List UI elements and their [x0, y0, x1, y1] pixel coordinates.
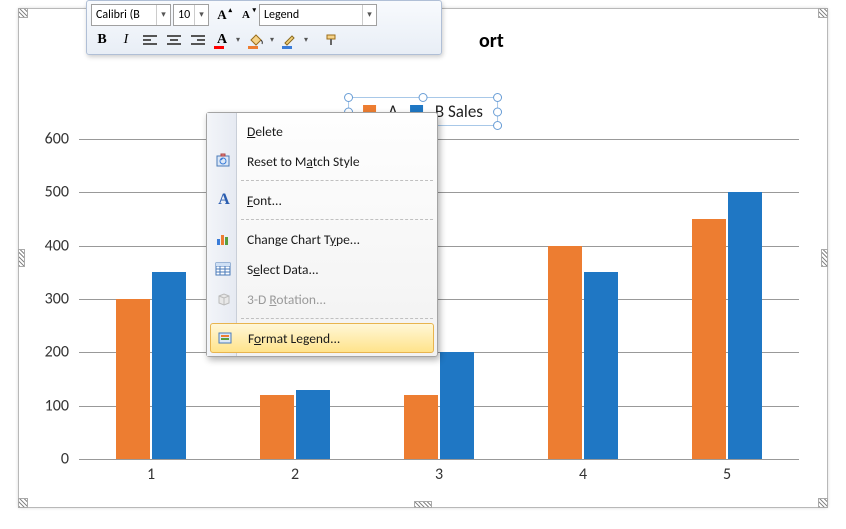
- menu-item-rotation: 3-D Rotation...: [209, 284, 435, 314]
- cube-icon: [214, 289, 234, 309]
- font-icon: A: [214, 190, 234, 210]
- dropdown-arrow-icon[interactable]: ▾: [233, 35, 243, 45]
- format-painter-button[interactable]: [321, 29, 343, 51]
- x-axis-label: 5: [723, 465, 731, 484]
- y-axis-label: 400: [45, 236, 69, 255]
- resize-handle[interactable]: [18, 498, 28, 508]
- menu-separator: [241, 219, 433, 220]
- menu-item-label: 3-D Rotation...: [247, 291, 326, 308]
- x-axis-label: 1: [147, 465, 155, 484]
- legend-label-b: B Sales: [435, 101, 483, 122]
- plot-area[interactable]: 010020030040050060012345: [79, 139, 799, 459]
- menu-item-reset[interactable]: Reset to Match Style: [209, 146, 435, 176]
- bar-series-1[interactable]: [728, 192, 762, 459]
- dropdown-arrow-icon[interactable]: ▾: [156, 5, 170, 25]
- menu-item-delete[interactable]: Delete: [209, 116, 435, 146]
- bold-button[interactable]: B: [91, 29, 113, 51]
- gridline: [79, 352, 799, 353]
- font-size-combo[interactable]: 10 ▾: [173, 4, 209, 26]
- fill-color-button[interactable]: [245, 29, 267, 51]
- bar-series-0[interactable]: [404, 395, 438, 459]
- italic-button[interactable]: I: [115, 29, 137, 51]
- resize-handle[interactable]: [818, 498, 828, 508]
- legend-handle[interactable]: [493, 93, 502, 102]
- chart-title[interactable]: ort: [479, 29, 504, 53]
- gridline: [79, 299, 799, 300]
- bar-series-1[interactable]: [296, 390, 330, 459]
- gridline: [79, 192, 799, 193]
- menu-item-change_type[interactable]: Change Chart Type...: [209, 224, 435, 254]
- legend-handle[interactable]: [344, 93, 353, 102]
- gridline: [79, 246, 799, 247]
- resize-handle[interactable]: [821, 249, 828, 267]
- font-color-button[interactable]: A: [211, 29, 233, 51]
- align-right-button[interactable]: [187, 29, 209, 51]
- y-axis-label: 0: [61, 450, 69, 469]
- bar-series-1[interactable]: [152, 272, 186, 459]
- y-axis-label: 200: [45, 343, 69, 362]
- menu-item-label: Change Chart Type...: [247, 231, 360, 248]
- font-name-value: Calibri (B: [96, 8, 156, 22]
- x-axis-label: 4: [579, 465, 587, 484]
- menu-item-label: Format Legend...: [248, 330, 340, 347]
- bar-series-1[interactable]: [584, 272, 618, 459]
- x-axis-label: 2: [291, 465, 299, 484]
- y-axis-label: 100: [45, 396, 69, 415]
- dropdown-arrow-icon[interactable]: ▾: [267, 35, 277, 45]
- menu-separator: [241, 318, 433, 319]
- menu-item-label: Delete: [247, 123, 283, 140]
- x-axis-label: 3: [435, 465, 443, 484]
- table-icon: [214, 259, 234, 279]
- mini-toolbar: Calibri (B ▾ 10 ▾ A A Legend ▾ B I A ▾ ▾: [86, 0, 442, 55]
- bar-series-0[interactable]: [548, 246, 582, 459]
- bar-series-0[interactable]: [260, 395, 294, 459]
- legend-handle[interactable]: [419, 93, 428, 102]
- chart-icon: [214, 229, 234, 249]
- legend-handle[interactable]: [493, 121, 502, 130]
- font-name-combo[interactable]: Calibri (B ▾: [91, 4, 171, 26]
- y-axis-label: 600: [45, 130, 69, 149]
- bar-series-0[interactable]: [116, 299, 150, 459]
- legend-handle[interactable]: [493, 107, 502, 116]
- menu-item-label: Font...: [247, 192, 282, 209]
- dropdown-arrow-icon[interactable]: ▾: [301, 35, 311, 45]
- gridline: [79, 459, 799, 460]
- menu-item-label: Reset to Match Style: [247, 153, 360, 170]
- resize-handle[interactable]: [414, 501, 432, 508]
- menu-item-font[interactable]: A Font...: [209, 185, 435, 215]
- grow-font-button[interactable]: A: [211, 4, 233, 26]
- resize-handle[interactable]: [18, 8, 28, 18]
- chart-element-combo[interactable]: Legend ▾: [259, 4, 377, 26]
- y-axis-label: 300: [45, 290, 69, 309]
- menu-item-format_legend[interactable]: Format Legend...: [210, 323, 434, 353]
- format-icon: [216, 328, 236, 348]
- chart-element-value: Legend: [264, 8, 362, 22]
- outline-color-button[interactable]: [279, 29, 301, 51]
- y-axis-label: 500: [45, 183, 69, 202]
- menu-item-label: Select Data...: [247, 261, 319, 278]
- dropdown-arrow-icon[interactable]: ▾: [194, 5, 208, 25]
- resize-handle[interactable]: [818, 8, 828, 18]
- shrink-font-button[interactable]: A: [235, 4, 257, 26]
- align-center-button[interactable]: [163, 29, 185, 51]
- dropdown-arrow-icon[interactable]: ▾: [362, 5, 376, 25]
- menu-item-select_data[interactable]: Select Data...: [209, 254, 435, 284]
- align-left-button[interactable]: [139, 29, 161, 51]
- reset-icon: [214, 151, 234, 171]
- menu-separator: [241, 180, 433, 181]
- bar-series-0[interactable]: [692, 219, 726, 459]
- gridline: [79, 406, 799, 407]
- font-size-value: 10: [178, 8, 194, 22]
- context-menu: Delete Reset to Match Style A Font... Change…: [206, 112, 438, 357]
- bar-series-1[interactable]: [440, 352, 474, 459]
- resize-handle[interactable]: [18, 249, 25, 267]
- gridline: [79, 139, 799, 140]
